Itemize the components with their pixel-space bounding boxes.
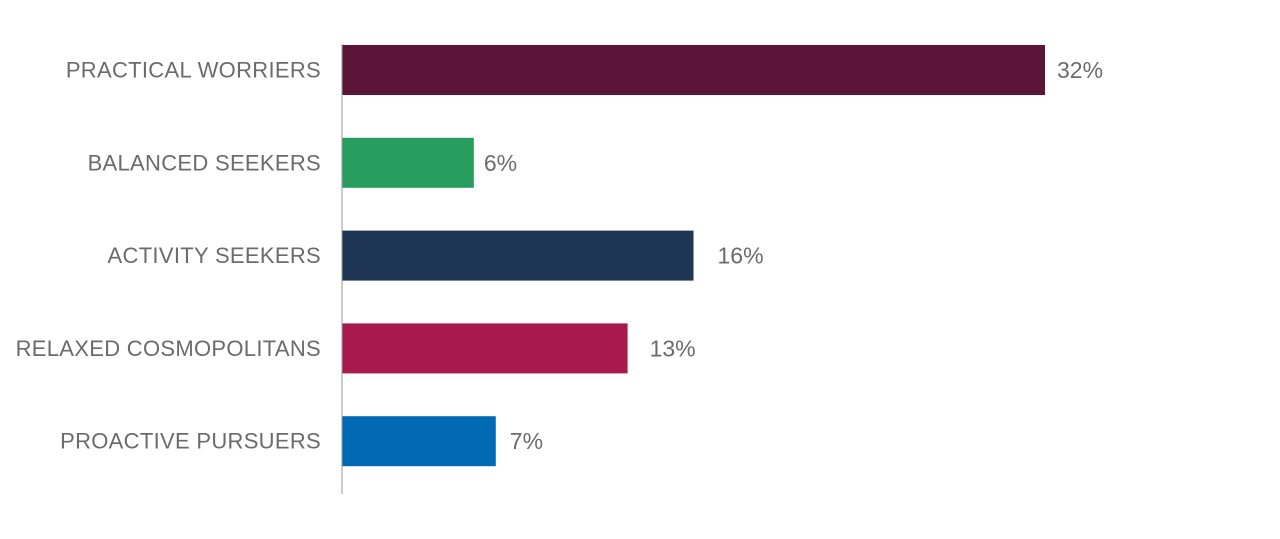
value-label: 13% [650,335,696,361]
category-label: PROACTIVE PURSUERS [60,429,321,454]
bar-balanced-seekers [342,137,474,188]
bar-practical-worriers [342,45,1045,95]
bars-layer [342,45,1045,467]
value-label: 7% [510,428,543,454]
labels-layer: PRACTICAL WORRIERS 32% BALANCED SEEKERS 6% A… [16,57,1103,454]
category-label: RELAXED COSMOPOLITANS [16,336,321,361]
value-label: 16% [718,243,764,269]
category-label: PRACTICAL WORRIERS [66,58,321,83]
category-label: BALANCED SEEKERS [88,150,321,175]
value-label: 32% [1057,57,1103,83]
bar-relaxed-cosmopolitans [342,323,628,374]
value-label: 6% [484,150,517,176]
bar-activity-seekers [342,230,694,281]
bar-proactive-pursuers [342,416,496,467]
category-label: ACTIVITY SEEKERS [108,243,321,268]
